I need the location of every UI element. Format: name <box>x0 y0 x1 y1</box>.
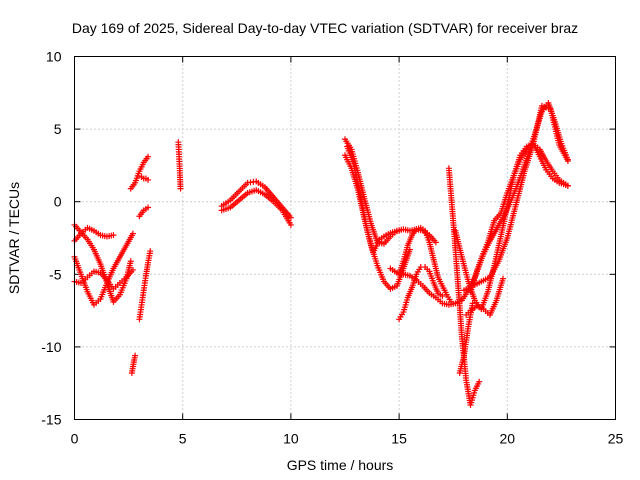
series-arc-x <box>344 143 403 256</box>
y-axis-label: SDTVAR / TECUs <box>6 182 22 294</box>
data-point <box>145 153 152 160</box>
data-point <box>132 352 139 359</box>
data-point <box>448 298 455 305</box>
data-point <box>476 378 483 385</box>
data-marks <box>71 99 571 408</box>
x-tick-label: 25 <box>608 431 624 447</box>
series-arc-f <box>127 153 152 192</box>
x-tick-label: 15 <box>391 431 407 447</box>
data-point <box>287 214 294 221</box>
series-arc-d <box>71 266 136 292</box>
data-point <box>499 275 506 282</box>
x-tick-label: 20 <box>500 431 516 447</box>
series-arc-e <box>128 352 139 377</box>
x-tick-label: 5 <box>179 431 187 447</box>
data-point <box>177 185 184 192</box>
y-tick-label: -5 <box>49 266 62 282</box>
data-point <box>396 227 403 234</box>
y-tick-label: 0 <box>54 194 62 210</box>
series-arc-g <box>138 174 152 183</box>
data-point <box>469 300 476 307</box>
series-arc-l <box>218 187 294 228</box>
y-tick-label: 5 <box>54 121 62 137</box>
data-point <box>432 239 439 246</box>
data-point <box>129 266 136 273</box>
data-point <box>145 204 152 211</box>
data-point <box>564 156 571 163</box>
tick-marks <box>74 56 616 420</box>
series-arc-c <box>71 230 136 308</box>
x-tick-label: 0 <box>71 431 79 447</box>
x-tick-labels: 0 5 10 15 20 25 <box>71 431 624 447</box>
plot-frame <box>74 56 616 420</box>
data-point <box>110 232 117 239</box>
series-arc-w <box>467 99 571 295</box>
data-point <box>439 293 446 300</box>
y-tick-label: -10 <box>41 339 61 355</box>
grid-lines <box>74 56 616 420</box>
data-point <box>564 182 571 189</box>
data-point <box>127 258 134 265</box>
series-arc-p <box>396 264 446 323</box>
x-tick-label: 10 <box>283 431 299 447</box>
series-arc-n <box>342 152 413 292</box>
data-point <box>145 176 152 183</box>
y-tick-label: -15 <box>41 412 61 428</box>
series-arc-j <box>175 139 184 192</box>
series-arc-i <box>136 204 152 220</box>
series-arc-h <box>136 248 154 323</box>
data-point <box>129 230 136 237</box>
y-tick-label: 10 <box>46 49 62 65</box>
series-arc-v <box>456 300 476 377</box>
y-tick-labels: -15 -10 -5 0 5 10 <box>41 49 61 428</box>
x-axis-label: GPS time / hours <box>287 457 394 473</box>
chart-title: Day 169 of 2025, Sidereal Day-to-day VTE… <box>72 20 578 36</box>
series-arc-q <box>396 224 455 305</box>
data-point <box>147 248 154 255</box>
data-point <box>287 221 294 228</box>
